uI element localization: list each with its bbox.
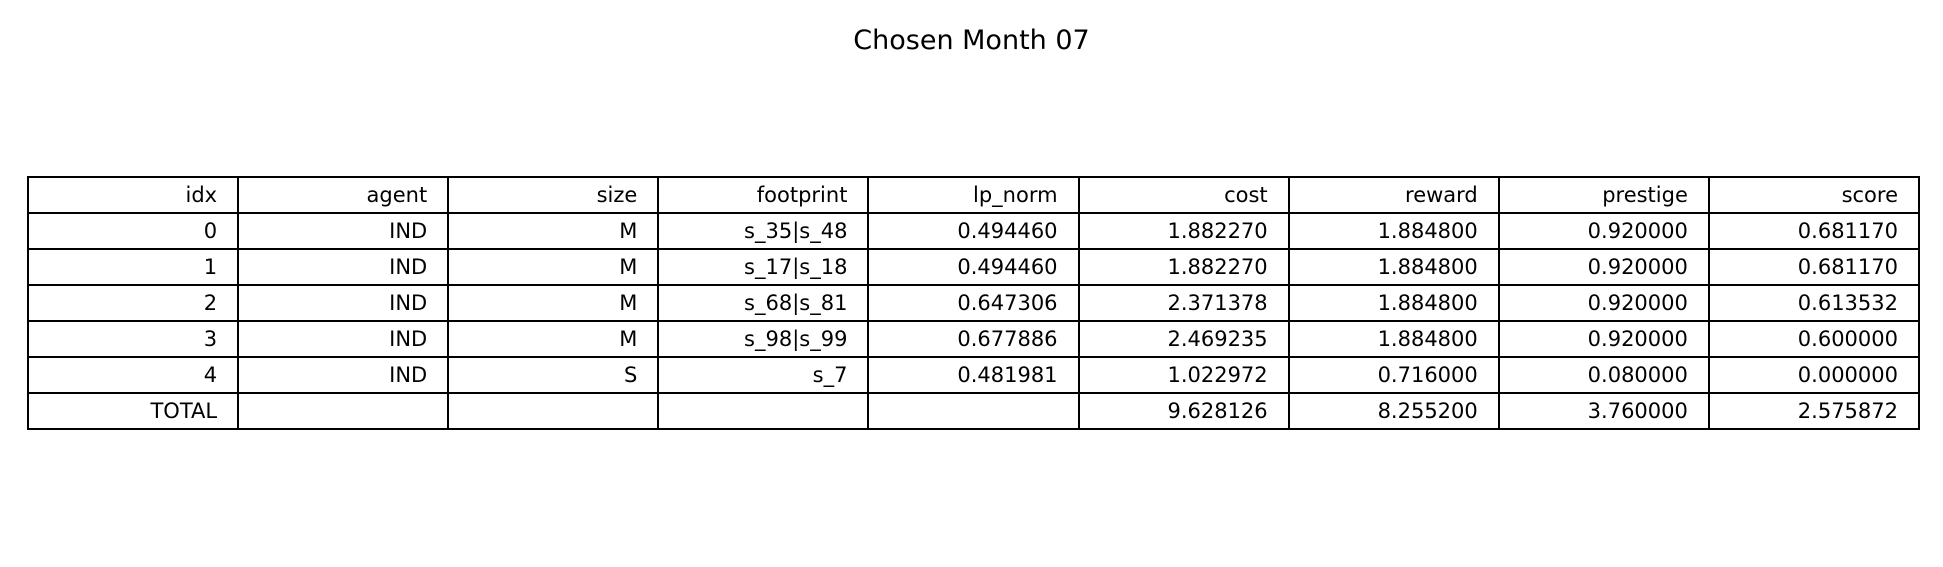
table-cell-size: M	[447, 248, 660, 286]
table-cell-lp-norm	[867, 392, 1080, 430]
table-cell-agent: IND	[237, 284, 450, 322]
table-cell-reward: 1.884800	[1287, 248, 1500, 286]
table-cell-cost: 9.628126	[1077, 392, 1290, 430]
table-cell-size	[447, 392, 660, 430]
table-cell-prestige: 0.920000	[1497, 248, 1710, 286]
table-header-row: idx agent size footprint lp_norm cost reward pr…	[26, 176, 1921, 214]
data-table-container: idx agent size footprint lp_norm cost reward pr…	[26, 176, 1921, 430]
table-cell-cost: 1.022972	[1077, 356, 1290, 394]
table-cell-idx: 4	[26, 356, 240, 394]
table-cell-cost: 2.469235	[1077, 320, 1290, 358]
table-cell-footprint: s_35|s_48	[657, 212, 870, 250]
table-cell-agent: IND	[237, 320, 450, 358]
table-cell-prestige: 0.920000	[1497, 212, 1710, 250]
table-cell-prestige: 0.920000	[1497, 284, 1710, 322]
column-header-size: size	[447, 176, 660, 214]
column-header-reward: reward	[1287, 176, 1500, 214]
table-cell-size: M	[447, 284, 660, 322]
table-cell-size: S	[447, 356, 660, 394]
table-cell-reward: 8.255200	[1287, 392, 1500, 430]
table-cell-idx: TOTAL	[26, 392, 240, 430]
table-cell-footprint: s_98|s_99	[657, 320, 870, 358]
table-cell-score: 0.613532	[1707, 284, 1921, 322]
table-cell-score: 2.575872	[1707, 392, 1921, 430]
table-cell-cost: 2.371378	[1077, 284, 1290, 322]
table-cell-footprint	[657, 392, 870, 430]
column-header-agent: agent	[237, 176, 450, 214]
table-cell-cost: 1.882270	[1077, 212, 1290, 250]
data-table: idx agent size footprint lp_norm cost reward pr…	[26, 176, 1921, 430]
table-cell-lp-norm: 0.647306	[867, 284, 1080, 322]
table-cell-lp-norm: 0.494460	[867, 248, 1080, 286]
table-cell-idx: 1	[26, 248, 240, 286]
table-cell-cost: 1.882270	[1077, 248, 1290, 286]
table-cell-idx: 2	[26, 284, 240, 322]
table-cell-footprint: s_17|s_18	[657, 248, 870, 286]
table-cell-reward: 1.884800	[1287, 320, 1500, 358]
table-body: idx agent size footprint lp_norm cost reward pr…	[26, 176, 1921, 430]
table-cell-lp-norm: 0.481981	[867, 356, 1080, 394]
table-cell-size: M	[447, 212, 660, 250]
table-cell-score: 0.000000	[1707, 356, 1921, 394]
table-cell-prestige: 0.920000	[1497, 320, 1710, 358]
table-cell-footprint: s_68|s_81	[657, 284, 870, 322]
table-cell-score: 0.681170	[1707, 212, 1921, 250]
table-cell-agent: IND	[237, 212, 450, 250]
table-cell-idx: 3	[26, 320, 240, 358]
table-cell-prestige: 0.080000	[1497, 356, 1710, 394]
table-cell-reward: 1.884800	[1287, 284, 1500, 322]
table-cell-agent: IND	[237, 356, 450, 394]
column-header-cost: cost	[1077, 176, 1290, 214]
table-cell-score: 0.681170	[1707, 248, 1921, 286]
table-cell-footprint: s_7	[657, 356, 870, 394]
column-header-lp-norm: lp_norm	[867, 176, 1080, 214]
column-header-footprint: footprint	[657, 176, 870, 214]
table-cell-lp-norm: 0.494460	[867, 212, 1080, 250]
column-header-prestige: prestige	[1497, 176, 1710, 214]
table-cell-agent	[237, 392, 450, 430]
table-cell-agent: IND	[237, 248, 450, 286]
table-cell-idx: 0	[26, 212, 240, 250]
table-cell-size: M	[447, 320, 660, 358]
column-header-idx: idx	[26, 176, 240, 214]
table-cell-reward: 1.884800	[1287, 212, 1500, 250]
table-cell-lp-norm: 0.677886	[867, 320, 1080, 358]
table-cell-score: 0.600000	[1707, 320, 1921, 358]
table-total-row: TOTAL 9.628126 8.255200 3.760000 2.575872	[26, 392, 1921, 430]
table-cell-reward: 0.716000	[1287, 356, 1500, 394]
table-cell-prestige: 3.760000	[1497, 392, 1710, 430]
chart-title: Chosen Month 07	[853, 25, 1090, 56]
column-header-score: score	[1707, 176, 1921, 214]
